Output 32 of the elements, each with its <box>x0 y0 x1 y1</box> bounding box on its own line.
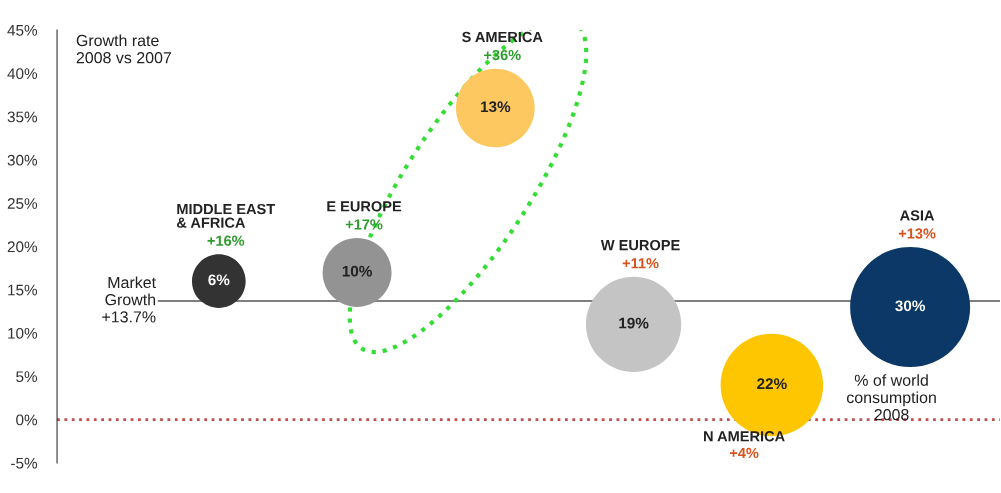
annotation: 13% <box>481 101 511 113</box>
y-tick-label: 5% <box>16 371 38 383</box>
y-tick-label: 10% <box>8 327 38 339</box>
y-tick-label: 25% <box>7 198 38 209</box>
y-tick-label: 40% <box>7 68 38 80</box>
y-tick-label: -5% <box>11 457 38 469</box>
y-tick-label: 35% <box>7 111 38 123</box>
y-tick-label: 20% <box>7 241 38 253</box>
annotation: % of world consumption 2008 <box>846 374 936 421</box>
data-label: +4% <box>729 447 759 459</box>
annotation: 10% <box>342 265 372 277</box>
y-tick-label: 0% <box>16 414 38 426</box>
annotation: 19% <box>619 317 649 329</box>
data-label: +13% <box>898 228 936 239</box>
x-tick-label: W EUROPE <box>600 239 680 251</box>
y-tick-label: 15% <box>8 284 38 296</box>
data-label: +36% <box>484 49 521 61</box>
annotation: Growth rate 2008 vs 2007 <box>76 34 172 64</box>
x-tick-label: S AMERICA <box>462 31 543 43</box>
data-label: +16% <box>207 235 245 246</box>
y-tick-label: 30% <box>7 154 38 166</box>
annotation: 30% <box>895 300 926 312</box>
x-tick-label: E EUROPE <box>327 201 402 212</box>
x-tick-label: ASIA <box>900 210 935 221</box>
annotation: 22% <box>757 378 787 390</box>
x-tick-label: MIDDLE EAST & AFRICA <box>176 203 276 228</box>
x-tick-label: N AMERICA <box>704 431 785 442</box>
data-label: +17% <box>345 219 383 230</box>
data-label: +11% <box>622 258 659 269</box>
y-tick-label: 45% <box>7 25 38 36</box>
annotation: 6% <box>208 274 230 286</box>
ref-line-label: Market Growth +13.7% <box>102 276 156 323</box>
